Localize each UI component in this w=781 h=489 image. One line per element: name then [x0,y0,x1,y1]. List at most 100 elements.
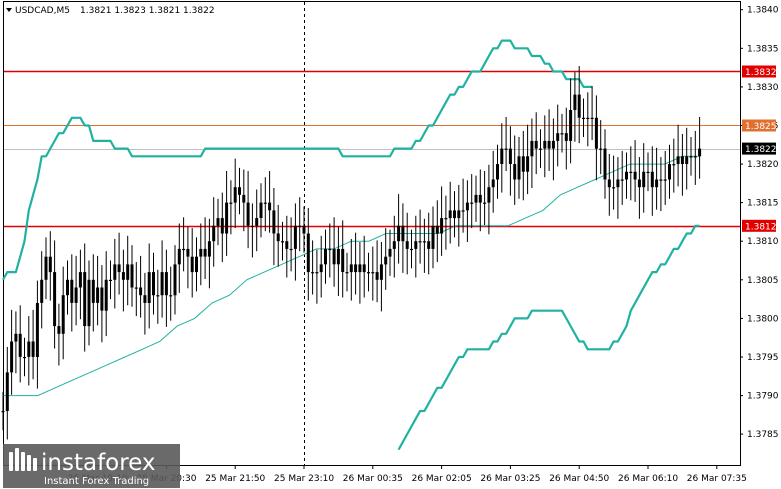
candle-body [582,117,585,119]
x-tick-label: 26 Mar 02:05 [412,474,472,484]
candle-body [57,326,61,334]
candle-107 [461,178,465,233]
candle-body [281,241,284,243]
candle-body [130,264,134,288]
candle-body [14,333,18,342]
candle-47 [203,217,207,279]
bollinger-lower-band [397,224,700,451]
candle-body [306,233,310,273]
candle-body [465,202,469,211]
candle-153 [659,157,663,212]
candle-23 [100,265,104,343]
candle-144 [620,150,624,205]
y-tick-label: 1.3785 [747,430,779,440]
candle-76 [328,223,332,278]
candle-body [483,202,487,204]
candle-body [332,248,336,265]
candle-98 [422,218,426,273]
candle-body [199,248,203,257]
candle-body [117,264,121,273]
candle-68 [293,203,297,281]
candle-body [349,264,353,273]
current-price-badge: 1.3822 [742,142,777,155]
level-badge-2-box [742,219,776,232]
candle-58 [250,203,254,258]
candle-body [586,117,590,119]
candle-body [134,287,138,289]
candle-102 [440,186,444,256]
candle-body [10,341,14,373]
candle-64 [276,204,280,267]
candle-body [642,171,646,188]
candle-45 [195,237,198,292]
candle-40 [173,245,177,315]
candle-body [216,218,220,226]
candle-body [336,248,340,265]
candle-87 [375,240,379,303]
candle-body [182,248,186,251]
candle-body [410,248,413,251]
candle-133 [573,72,577,142]
candle-body [444,218,448,220]
candle-8 [35,280,39,389]
candle-body [212,225,216,242]
candle-43 [186,226,190,289]
candle-92 [397,194,401,264]
current-price-badge-text: 1.3822 [745,145,777,155]
candle-body [109,279,112,281]
candle-body [268,202,272,211]
candle-10 [44,237,48,300]
candle-42 [182,217,186,272]
candle-body [40,279,44,303]
candle-body [164,272,168,296]
candle-125 [539,129,542,168]
candle-156 [672,138,676,193]
candle-body [152,272,155,296]
candle-body [599,148,603,150]
candle-15 [66,260,69,315]
candle-body [298,225,302,227]
candle-3 [14,311,18,374]
candle-6 [27,316,31,386]
candle-46 [199,223,203,286]
candle-111 [478,169,482,232]
candle-60 [259,183,263,238]
y-tick-label: 1.3810 [747,237,779,247]
candle-body [220,218,224,234]
candle-74 [319,235,323,298]
candle-0 [1,391,5,431]
candle-137 [590,86,594,141]
candle-143 [616,157,620,219]
candle-131 [564,107,568,170]
candle-body [48,256,52,273]
candle-body [302,225,306,234]
candle-148 [637,157,641,219]
candle-body [160,272,164,296]
candle-body [293,225,297,249]
candle-body [78,272,82,288]
candle-13 [57,303,61,366]
candle-152 [655,147,659,210]
candle-108 [465,180,469,242]
chart-menu-triangle-icon[interactable] [6,8,12,12]
candle-body [500,148,504,164]
candle-20 [87,260,91,346]
candle-61 [263,177,267,232]
candle-27 [117,232,121,295]
y-tick-label: 1.3795 [747,353,779,363]
candle-body [521,156,525,172]
candle-body [207,241,211,257]
candle-body [551,140,555,149]
candle-66 [285,215,289,278]
candle-body [315,272,319,274]
candle-body [405,241,409,249]
candle-body [186,248,190,257]
candle-body [324,248,327,265]
candle-body [530,140,534,157]
candle-89 [384,228,388,290]
candle-body [23,357,26,359]
candle-body [569,110,573,141]
candle-81 [349,238,353,301]
candle-158 [680,134,684,196]
